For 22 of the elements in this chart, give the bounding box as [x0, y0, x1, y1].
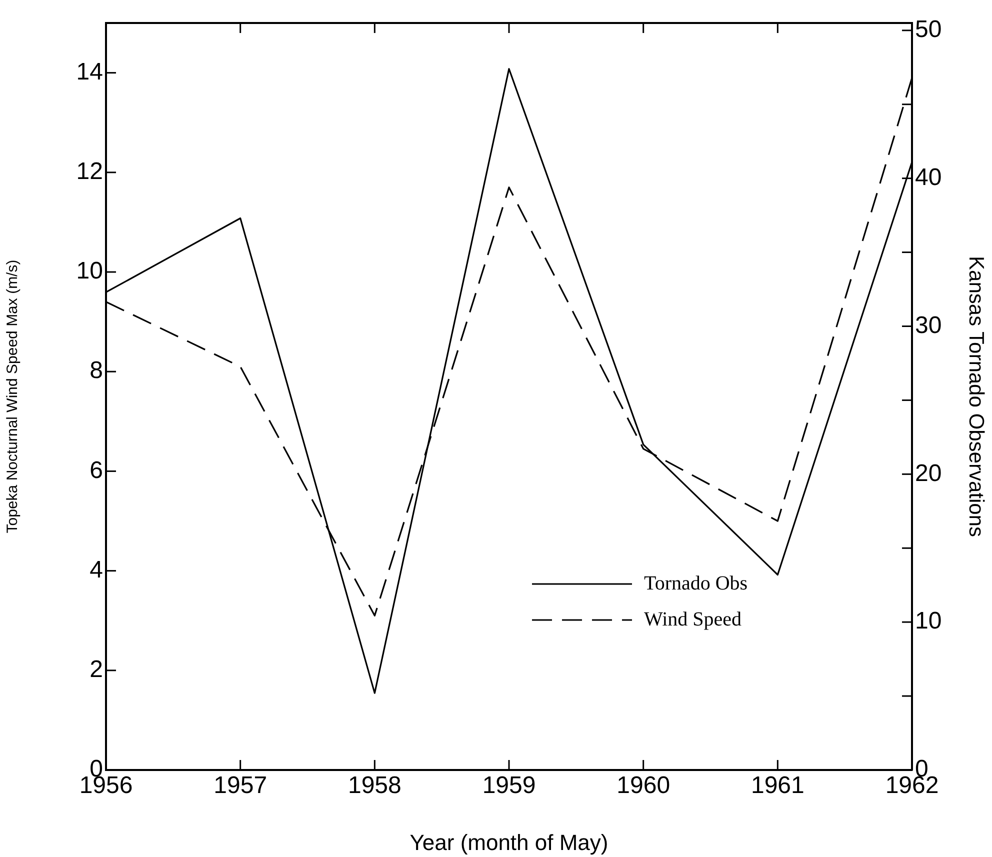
y-tick-label: 12 — [76, 158, 103, 186]
y2-tick-label: 40 — [915, 164, 942, 191]
legend-label: Wind Speed — [644, 608, 742, 630]
y2-tick-label: 10 — [915, 608, 942, 635]
y2-tick-label: 50 — [915, 16, 942, 44]
x-tick-label: 1959 — [482, 772, 536, 800]
y2-axis-title: Kansas Tornado Observations — [964, 256, 988, 537]
x-tick-label: 1957 — [214, 772, 268, 800]
x-tick-label: 1958 — [348, 772, 402, 800]
y-axis-title: Topeka Nocturnal Wind Speed Max (m/s) — [4, 260, 22, 534]
x-axis-title: Year (month of May) — [410, 830, 608, 855]
y-tick-label: 4 — [90, 556, 103, 584]
x-tick-label: 1960 — [616, 772, 670, 800]
y-tick-label: 10 — [76, 258, 103, 285]
y-tick-label: 6 — [90, 456, 103, 484]
y-tick-label: 2 — [90, 656, 103, 684]
y2-tick-label: 30 — [915, 312, 942, 339]
x-tick-label: 1961 — [750, 772, 804, 800]
y-tick-label: 8 — [90, 357, 103, 384]
legend-label: Tornado Obs — [644, 572, 748, 594]
y-tick-label: 14 — [76, 58, 103, 86]
y2-tick-label: 20 — [915, 460, 942, 487]
